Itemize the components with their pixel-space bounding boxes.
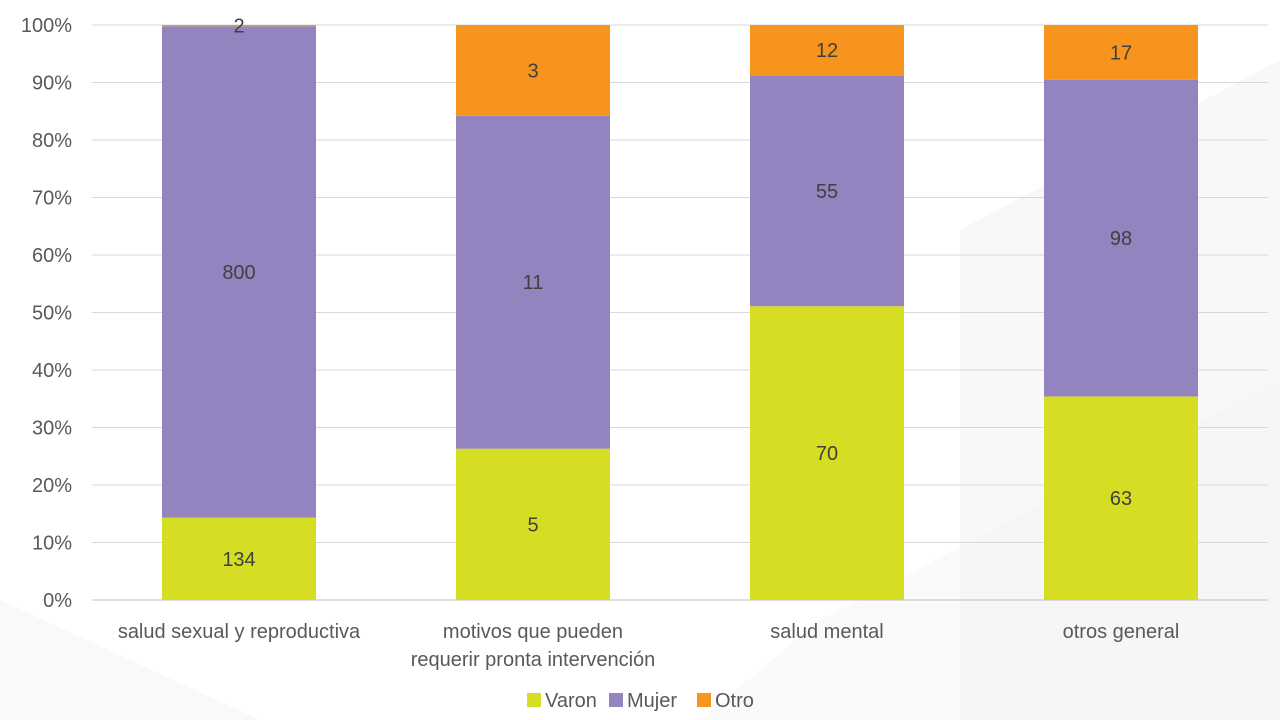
- x-tick-label: requerir pronta intervención: [411, 649, 656, 671]
- bar-segment: [162, 517, 316, 600]
- data-label: 98: [1110, 228, 1132, 250]
- bar-segment: [456, 448, 610, 600]
- data-label: 3: [527, 60, 538, 82]
- bar-segment: [162, 26, 316, 518]
- legend-label: Mujer: [627, 690, 677, 712]
- y-tick-label: 20%: [32, 475, 72, 497]
- data-label: 17: [1110, 42, 1132, 64]
- y-axis: 0% 10% 20% 30% 40% 50% 60% 70% 80% 90% 100%: [21, 15, 72, 612]
- legend-label: Varon: [545, 690, 597, 712]
- y-tick-label: 50%: [32, 303, 72, 325]
- bar-segment: [1044, 396, 1198, 600]
- bar-segment: [162, 25, 316, 27]
- y-tick-label: 70%: [32, 188, 72, 210]
- legend: Varon Mujer Otro: [527, 690, 754, 712]
- data-label: 11: [523, 272, 544, 294]
- data-label: 800: [222, 262, 255, 284]
- y-tick-label: 0%: [43, 590, 72, 612]
- data-label: 2: [233, 16, 244, 38]
- x-axis: salud sexual y reproductiva motivos que p…: [118, 621, 1180, 671]
- data-label: 134: [222, 549, 255, 571]
- y-tick-label: 100%: [21, 15, 72, 37]
- x-tick-label: salud sexual y reproductiva: [118, 621, 361, 643]
- legend-swatch: [697, 693, 711, 707]
- bar-segment: [750, 25, 904, 76]
- data-label: 5: [527, 514, 538, 536]
- bar-segment: [1044, 79, 1198, 397]
- data-label: 63: [1110, 488, 1132, 510]
- bar-segment: [1044, 25, 1198, 80]
- y-tick-label: 30%: [32, 418, 72, 440]
- bars: [162, 25, 1198, 600]
- y-tick-label: 80%: [32, 130, 72, 152]
- legend-swatch: [609, 693, 623, 707]
- y-tick-label: 40%: [32, 360, 72, 382]
- y-tick-label: 10%: [32, 533, 72, 555]
- x-tick-label: salud mental: [770, 621, 883, 643]
- bar-segment: [456, 25, 610, 116]
- y-tick-label: 90%: [32, 73, 72, 95]
- y-tick-label: 60%: [32, 245, 72, 267]
- data-label: 55: [816, 181, 838, 203]
- bar-segment: [750, 75, 904, 307]
- legend-swatch: [527, 693, 541, 707]
- bar-segment: [456, 115, 610, 449]
- x-tick-label: motivos que pueden: [443, 621, 623, 643]
- bar-segment: [750, 306, 904, 600]
- data-label: 12: [816, 40, 838, 62]
- data-label: 70: [816, 443, 838, 465]
- legend-label: Otro: [715, 690, 754, 712]
- data-labels: 134 800 2 5 11 3 70 55 12 63 98 17: [222, 16, 1132, 571]
- x-tick-label: otros general: [1063, 621, 1180, 643]
